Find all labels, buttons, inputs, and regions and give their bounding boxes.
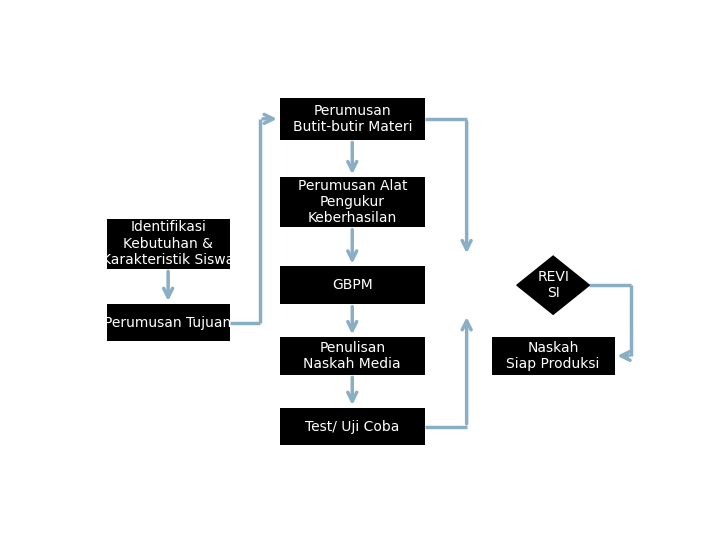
FancyBboxPatch shape [279, 337, 425, 375]
Text: Perumusan Alat
Pengukur
Keberhasilan: Perumusan Alat Pengukur Keberhasilan [297, 179, 407, 225]
FancyBboxPatch shape [279, 408, 425, 445]
Text: Test/ Uji Coba: Test/ Uji Coba [305, 420, 400, 434]
FancyBboxPatch shape [492, 337, 615, 375]
Text: Penulisan
Naskah Media: Penulisan Naskah Media [303, 341, 401, 371]
Text: Perumusan
Butit-butir Materi: Perumusan Butit-butir Materi [292, 104, 412, 134]
Polygon shape [517, 256, 590, 314]
FancyBboxPatch shape [279, 98, 425, 140]
FancyBboxPatch shape [107, 219, 230, 268]
FancyBboxPatch shape [279, 266, 425, 304]
Text: REVI
SI: REVI SI [537, 270, 569, 300]
FancyBboxPatch shape [279, 177, 425, 227]
Text: Perumusan Tujuan: Perumusan Tujuan [104, 315, 232, 329]
Text: GBPM: GBPM [332, 278, 373, 292]
Text: Identifikasi
Kebutuhan &
Karakteristik Siswa: Identifikasi Kebutuhan & Karakteristik S… [102, 220, 234, 267]
Text: Naskah
Siap Produksi: Naskah Siap Produksi [506, 341, 600, 371]
FancyBboxPatch shape [107, 304, 230, 341]
